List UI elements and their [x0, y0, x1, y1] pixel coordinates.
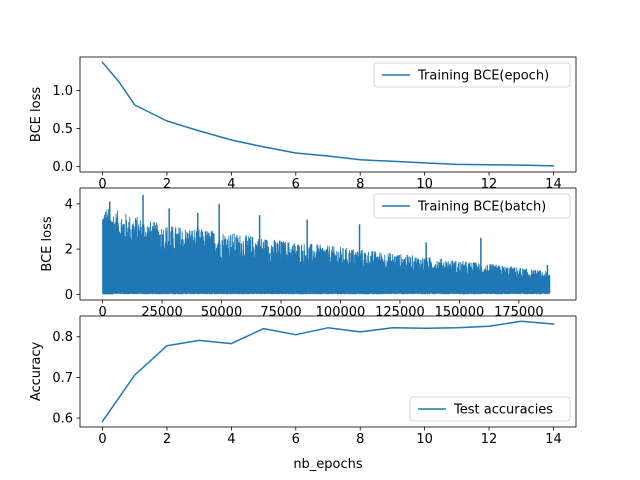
legend-box [409, 396, 571, 422]
subplot-3 [76, 315, 577, 431]
y-tick-label: 0 [65, 288, 73, 303]
axes-frame [79, 187, 577, 301]
x-tick-label: 6 [292, 432, 300, 447]
x-tick-label: 10 [416, 432, 433, 447]
x-tick-label: 0 [98, 177, 106, 192]
y-axis-label: Accuracy [29, 342, 44, 402]
y-tick-label: 0.0 [52, 160, 73, 175]
legend-box [373, 62, 571, 88]
legend-label: Training BCE(epoch) [417, 69, 549, 84]
y-tick-label: 0.6 [52, 412, 73, 427]
x-tick-label: 75000 [260, 305, 301, 320]
dense-region [102, 221, 114, 295]
legend-box [373, 193, 571, 219]
x-tick-label: 0 [98, 305, 106, 320]
x-tick-label: 12 [481, 177, 498, 192]
x-tick-label: 175000 [494, 305, 544, 320]
axes-frame [79, 315, 577, 428]
y-tick-label: 2 [65, 243, 73, 258]
x-tick-label: 0 [98, 432, 106, 447]
axes-frame [79, 56, 577, 173]
x-tick-label: 4 [227, 177, 235, 192]
series-line [101, 61, 555, 167]
y-axis-label: BCE loss [40, 216, 55, 271]
subplot-2 [76, 187, 577, 304]
series-line [102, 208, 551, 295]
x-tick-label: 100000 [316, 305, 366, 320]
y-tick-label: 0.8 [52, 330, 73, 345]
x-tick-label: 150000 [435, 305, 485, 320]
x-tick-label: 50000 [201, 305, 242, 320]
x-tick-label: 10 [416, 177, 433, 192]
y-tick-label: 1.0 [52, 84, 73, 99]
subplot-1 [76, 56, 577, 176]
x-tick-label: 4 [227, 432, 235, 447]
series-line [101, 320, 555, 423]
x-tick-label: 14 [545, 177, 562, 192]
legend-label: Test accuracies [453, 403, 553, 418]
y-tick-label: 4 [65, 197, 73, 212]
x-tick-label: 25000 [141, 305, 182, 320]
y-tick-label: 0.5 [52, 122, 73, 137]
y-axis-label: BCE loss [29, 87, 44, 142]
y-tick-label: 0.7 [52, 371, 73, 386]
x-tick-label: 2 [163, 177, 171, 192]
x-tick-label: 8 [356, 432, 364, 447]
legend-label: Training BCE(batch) [417, 200, 546, 215]
x-tick-label: 8 [356, 177, 364, 192]
x-tick-label: 12 [481, 432, 498, 447]
x-tick-label: 6 [292, 177, 300, 192]
x-axis-label: nb_epochs [293, 457, 363, 472]
x-tick-label: 14 [545, 432, 562, 447]
x-tick-label: 2 [163, 432, 171, 447]
x-tick-label: 125000 [375, 305, 425, 320]
